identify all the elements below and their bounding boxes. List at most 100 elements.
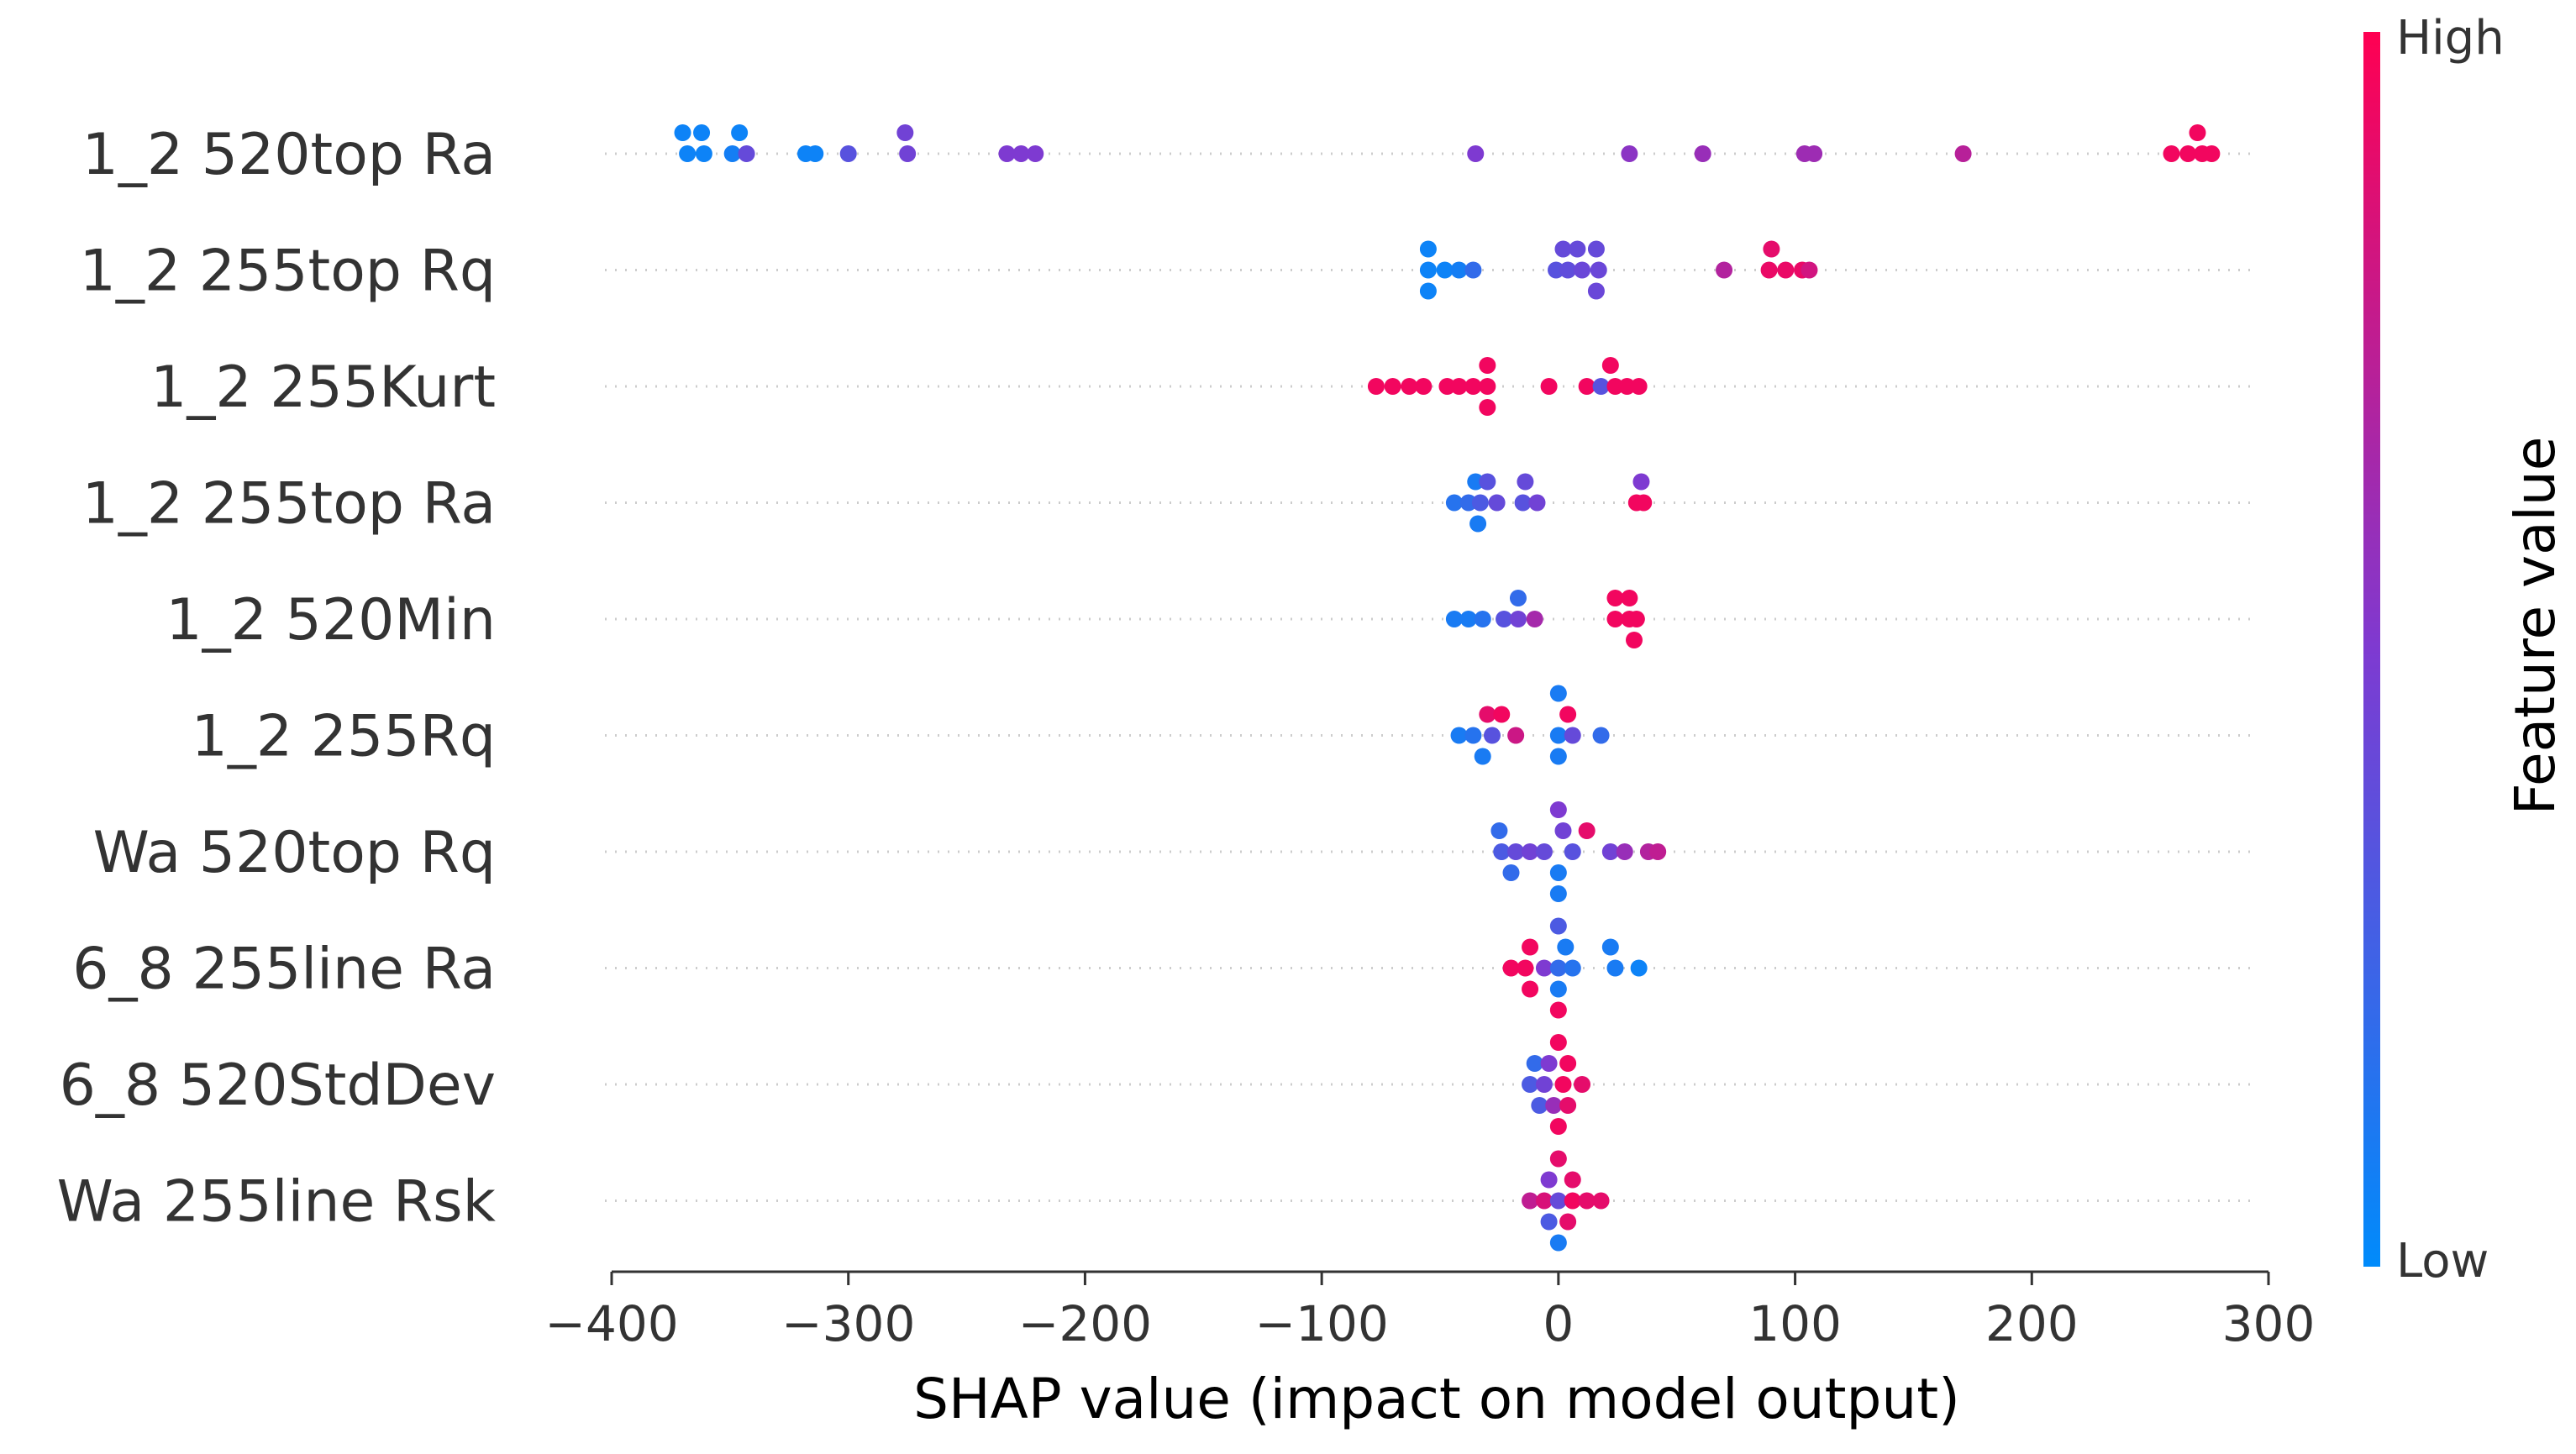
shap-point [1445, 611, 1463, 627]
shap-point [1601, 843, 1619, 860]
shap-point [1954, 145, 1972, 162]
shap-point [1630, 378, 1648, 395]
shap-point [1549, 1034, 1567, 1051]
shap-point [1606, 611, 1624, 627]
shap-point [1564, 727, 1581, 744]
shap-point [1496, 611, 1513, 627]
shap-point [1559, 1213, 1577, 1231]
x-axis: −400 −300 −200 −100 0 100 200 300 SHAP value (i… [544, 1270, 2315, 1431]
shap-point [1801, 261, 1818, 279]
shap-point [1694, 145, 1711, 162]
shap-point [1618, 378, 1636, 395]
row-guides [605, 152, 2252, 1202]
shap-point [1578, 822, 1596, 839]
x-tick-label: 0 [1543, 1295, 1574, 1352]
x-tick-label: 200 [1985, 1295, 2079, 1352]
shap-point [998, 145, 1016, 162]
feature-label: Wa 255line Rsk [57, 1169, 497, 1236]
shap-point [1549, 885, 1567, 902]
shap-point [1549, 980, 1567, 998]
feature-labels: 1_2 520top Ra 1_2 255top Rq 1_2 255Kurt 1_2… [57, 122, 497, 1236]
shap-point [1549, 1234, 1567, 1252]
x-axis-title: SHAP value (impact on model output) [913, 1367, 1960, 1431]
shap-point [1445, 494, 1463, 512]
shap-point [1471, 494, 1489, 512]
feature-label: 1_2 520Min [166, 587, 496, 654]
shap-point [1564, 1192, 1581, 1210]
shap-point [1535, 1192, 1553, 1210]
shap-point [1549, 1192, 1567, 1210]
shap-point [1760, 261, 1778, 279]
shap-point [1549, 917, 1567, 935]
feature-label: 1_2 255top Rq [80, 239, 496, 305]
shap-point [1517, 959, 1534, 977]
shap-point [1419, 282, 1437, 300]
shap-point [693, 124, 711, 141]
feature-label: 1_2 255top Ra [82, 471, 496, 538]
shap-point [1459, 494, 1477, 512]
shap-point [1450, 378, 1468, 395]
shap-point [1522, 980, 1539, 998]
shap-point [1535, 1076, 1553, 1093]
shap-point [1574, 261, 1591, 279]
shap-point [1464, 261, 1482, 279]
shap-point [1531, 1097, 1548, 1114]
shap-point [1627, 611, 1645, 627]
shap-point [1559, 1097, 1577, 1114]
shap-point [1522, 1192, 1539, 1210]
feature-label: Wa 520top Rq [93, 820, 496, 886]
shap-point [1528, 494, 1546, 512]
shap-point [1549, 864, 1567, 881]
shap-point [1467, 145, 1485, 162]
shap-point [1616, 843, 1633, 860]
shap-point [1479, 473, 1496, 491]
shap-point [1590, 261, 1607, 279]
x-tick-label: 100 [1748, 1295, 1842, 1352]
shap-point [1601, 357, 1619, 374]
shap-point [1474, 748, 1491, 765]
shap-point [1401, 378, 1418, 395]
shap-point [1630, 959, 1648, 977]
x-tick-label: −200 [1018, 1295, 1152, 1352]
shap-point [1415, 378, 1433, 395]
shap-point [1549, 727, 1567, 744]
shap-point [679, 145, 697, 162]
shap-point [1606, 590, 1624, 606]
shap-point [1578, 378, 1596, 395]
shap-point [1587, 282, 1605, 300]
shap-point [1564, 843, 1581, 860]
feature-label: 1_2 255Kurt [150, 354, 496, 421]
shap-point [1438, 378, 1456, 395]
shap-point [1522, 938, 1539, 956]
shap-point [1419, 240, 1437, 258]
shap-point [1549, 801, 1567, 818]
shap-point [731, 124, 749, 141]
shap-point [1635, 494, 1653, 512]
shap-point [1479, 378, 1496, 395]
shap-point [1367, 378, 1385, 395]
shap-point [1522, 1076, 1539, 1093]
shap-point [1479, 357, 1496, 374]
x-ticks: −400 −300 −200 −100 0 100 200 300 [544, 1272, 2315, 1352]
shap-point [1777, 261, 1795, 279]
shap-point [1419, 261, 1437, 279]
shap-point [1592, 378, 1610, 395]
shap-point [1493, 706, 1511, 723]
colorbar-title: Feature value [2503, 437, 2568, 816]
shap-point [1574, 1076, 1591, 1093]
shap-point [1467, 473, 1485, 491]
shap-point [1493, 843, 1511, 860]
shap-point [1569, 240, 1586, 258]
shap-point [896, 124, 914, 141]
shap-point [1384, 378, 1401, 395]
shap-point [1012, 145, 1030, 162]
shap-point [1488, 494, 1506, 512]
shap-point [1621, 145, 1638, 162]
shap-point [1027, 145, 1044, 162]
shap-point [1592, 1192, 1610, 1210]
shap-point [1545, 1097, 1563, 1114]
shap-point [2179, 145, 2197, 162]
shap-point [1564, 959, 1581, 977]
shap-point [1469, 515, 1487, 533]
shap-point [1535, 843, 1553, 860]
